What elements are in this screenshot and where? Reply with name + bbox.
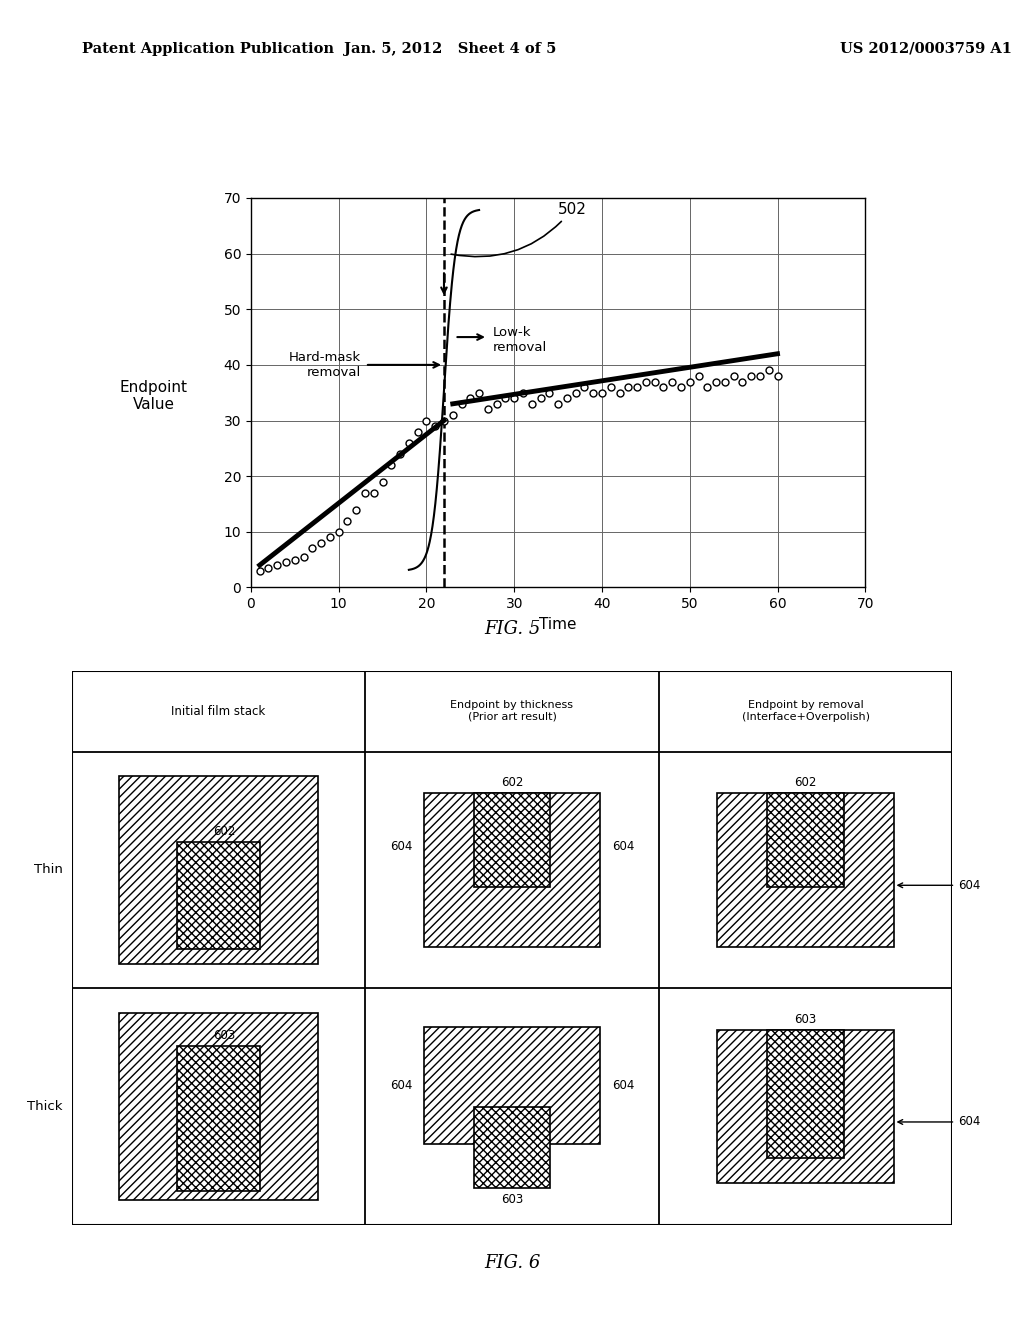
Bar — [718, 1030, 894, 1183]
Text: Hard-mask
removal: Hard-mask removal — [289, 351, 360, 379]
Text: 604: 604 — [390, 841, 413, 854]
Bar — [177, 842, 259, 949]
Text: 604: 604 — [390, 1078, 413, 1092]
Text: Thick: Thick — [28, 1100, 62, 1113]
Bar — [119, 1012, 318, 1200]
Bar — [424, 793, 600, 946]
Text: US 2012/0003759 A1: US 2012/0003759 A1 — [840, 42, 1012, 55]
Text: 502: 502 — [452, 202, 587, 256]
Text: 603: 603 — [213, 1028, 236, 1041]
Text: FIG. 5: FIG. 5 — [483, 620, 541, 639]
Text: Low-k
removal: Low-k removal — [493, 326, 547, 354]
Text: Endpoint by thickness
(Prior art result): Endpoint by thickness (Prior art result) — [451, 701, 573, 722]
Bar — [718, 793, 894, 946]
Bar — [474, 793, 550, 887]
Text: 604: 604 — [898, 1115, 981, 1129]
Bar — [119, 776, 318, 964]
Text: Jan. 5, 2012   Sheet 4 of 5: Jan. 5, 2012 Sheet 4 of 5 — [344, 42, 557, 55]
Text: 603: 603 — [501, 1193, 523, 1205]
Text: 603: 603 — [795, 1012, 817, 1026]
Text: 602: 602 — [501, 776, 523, 789]
Bar — [474, 1107, 550, 1188]
Text: 604: 604 — [611, 841, 634, 854]
Text: 602: 602 — [213, 825, 236, 838]
X-axis label: Time: Time — [540, 616, 577, 632]
Text: Endpoint
Value: Endpoint Value — [120, 380, 187, 412]
Text: 602: 602 — [795, 776, 817, 789]
Text: 604: 604 — [898, 879, 981, 892]
Bar — [767, 793, 844, 887]
Text: FIG. 6: FIG. 6 — [483, 1254, 541, 1272]
Text: Patent Application Publication: Patent Application Publication — [82, 42, 334, 55]
Bar — [767, 1030, 844, 1158]
Text: 604: 604 — [611, 1078, 634, 1092]
Bar — [424, 1027, 600, 1144]
Bar — [177, 1045, 259, 1191]
Text: Thin: Thin — [34, 863, 62, 876]
Text: Initial film stack: Initial film stack — [171, 705, 265, 718]
Text: Endpoint by removal
(Interface+Overpolish): Endpoint by removal (Interface+Overpolis… — [741, 701, 869, 722]
